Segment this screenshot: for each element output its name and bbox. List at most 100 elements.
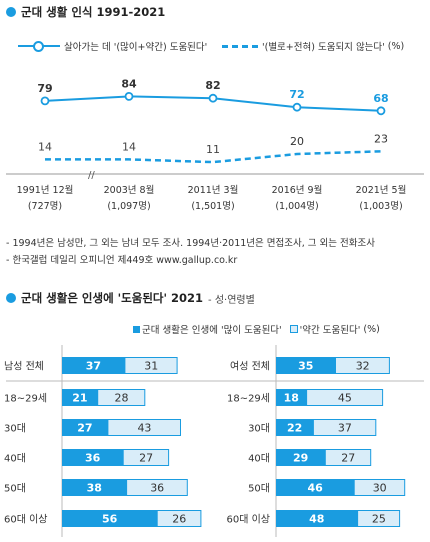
bar-category-label: 40대 (248, 453, 270, 465)
bar-many-value: 21 (72, 392, 87, 405)
bar-some-segment (357, 510, 401, 527)
series-helpful-label: 82 (205, 79, 220, 92)
dashed-line-marker-icon (222, 44, 258, 48)
bar-many-value: 36 (85, 452, 101, 465)
bar-category-label: 30대 (4, 423, 26, 435)
x-tick-label: 2016년 9월 (272, 184, 323, 196)
bar-many-value: 48 (309, 513, 324, 526)
legend-unit: (%) (387, 40, 405, 52)
bar-category-label: 여성 전체 (230, 361, 270, 373)
bar-many-segment (62, 357, 125, 374)
bar-some-segment (97, 389, 146, 406)
bar-many-value: 56 (102, 513, 118, 526)
series-not-helpful-label: 23 (374, 132, 388, 145)
axis-break-mark: // (88, 170, 95, 181)
bar-many-segment (62, 389, 98, 406)
bar-some-segment (122, 449, 170, 466)
bar-some-segment (107, 419, 181, 436)
bar-many-value: 29 (293, 452, 308, 465)
series-helpful-label: 79 (37, 82, 52, 95)
bullet-dot-icon (6, 7, 16, 17)
bar-legend-unit: (%) (363, 323, 380, 335)
bar-many-segment (62, 419, 108, 436)
line-legend-dashed: '(별로+전혀) 도움되지 않는다' (%) (222, 39, 404, 53)
solid-box-icon (133, 325, 140, 333)
series-helpful-point (376, 106, 386, 116)
bar-some-segment (306, 389, 384, 406)
bar-some-value: 36 (150, 482, 164, 495)
bar-some-segment (156, 510, 202, 527)
bar-category-label: 50대 (248, 483, 270, 495)
bar-some-segment (324, 449, 372, 466)
series-helpful-point (292, 102, 302, 112)
series-not-helpful-line (45, 150, 382, 164)
light-box-icon (289, 325, 298, 333)
bar-category-label: 60대 이상 (4, 514, 48, 526)
bar-some-segment (312, 419, 377, 436)
bar-chart: 남성 전체 37 31 18~29세 21 28 30대 27 43 40대 36 27 50대 38 36… (4, 345, 424, 537)
bar-many-value: 37 (86, 360, 101, 373)
bar-many-segment (276, 510, 358, 527)
bar-category-label: 50대 (4, 483, 26, 495)
note-2: - 한국갤럽 데일리 오피니언 제449호 www.gallup.co.kr (6, 255, 238, 266)
bar-many-segment (276, 357, 336, 374)
bar-some-value: 27 (139, 452, 153, 465)
bar-many-segment (276, 449, 326, 466)
bar-legend: 군대 생활은 인생에 '많이 도움된다' '약간 도움된다' (%) (133, 322, 380, 336)
bar-some-segment (124, 357, 178, 374)
bar-many-value: 22 (287, 422, 302, 435)
note-1: - 1994년은 남성만, 그 외는 남녀 모두 조사. 1994년·2011년… (6, 238, 375, 249)
legend-series-2-label: '(별로+전혀) 도움되지 않는다' (262, 42, 385, 53)
bar-many-value: 46 (307, 482, 323, 495)
bar-some-value: 45 (338, 392, 352, 405)
x-tick-label: 2003년 8월 (104, 184, 155, 196)
bar-some-value: 25 (372, 513, 386, 526)
section1-title: 군대 생활 인식 1991-2021 (6, 4, 165, 20)
bar-many-value: 35 (298, 360, 313, 373)
series-helpful-point (124, 92, 134, 101)
x-sample-size: (1,003명) (359, 201, 402, 212)
x-sample-size: (1,501명) (191, 201, 234, 212)
series-not-helpful-label: 14 (122, 140, 136, 153)
x-sample-size: (727명) (28, 201, 62, 212)
x-sample-size: (1,097명) (107, 201, 150, 212)
series-not-helpful-label: 14 (38, 140, 52, 153)
series-helpful-point (208, 93, 218, 103)
bullet-dot-icon (6, 293, 16, 303)
bar-some-value: 32 (356, 360, 370, 373)
bar-some-value: 28 (115, 392, 129, 405)
bar-some-value: 37 (338, 422, 352, 435)
x-tick-label: 2021년 5월 (356, 184, 407, 196)
bar-many-value: 18 (284, 392, 299, 405)
bar-category-label: 18~29세 (227, 393, 270, 405)
legend-series-1-label: 살아가는 데 '(많이+약간) 도움된다' (64, 42, 208, 53)
bar-many-segment (276, 419, 314, 436)
bar-some-value: 27 (341, 452, 355, 465)
bar-some-value: 43 (137, 422, 151, 435)
series-helpful-label: 84 (121, 77, 137, 90)
bar-category-label: 18~29세 (4, 393, 47, 405)
bar-many-segment (62, 510, 158, 527)
legend-many-label: 군대 생활은 인생에 '많이 도움된다' (142, 325, 282, 336)
bar-some-value: 30 (373, 482, 387, 495)
bar-some-value: 26 (172, 513, 186, 526)
bar-many-segment (62, 479, 127, 496)
x-tick-label: 2011년 3월 (188, 184, 239, 196)
line-chart: // 79 84 82 72 68 14 14 11 20 23 1991년 12월 (727명) 200… (6, 77, 424, 212)
bar-many-segment (276, 389, 307, 406)
series-helpful-label: 72 (289, 88, 304, 101)
section2-title: 군대 생활은 인생에 '도움된다' 2021 - 성·연령별 (6, 290, 255, 306)
bar-category-label: 30대 (248, 423, 270, 435)
line-legend-solid: 살아가는 데 '(많이+약간) 도움된다' (18, 39, 207, 53)
legend-some-label: '약간 도움된다' (299, 325, 361, 336)
solid-line-marker-icon (18, 41, 60, 52)
bar-some-segment (353, 479, 406, 496)
bar-category-label: 40대 (4, 453, 26, 465)
series-not-helpful-label: 11 (206, 143, 220, 156)
x-sample-size: (1,004명) (275, 201, 318, 212)
series-not-helpful-label: 20 (290, 135, 304, 148)
bar-many-segment (276, 479, 355, 496)
bar-many-value: 38 (87, 482, 102, 495)
bar-some-segment (126, 479, 188, 496)
series-helpful-point (40, 96, 50, 106)
